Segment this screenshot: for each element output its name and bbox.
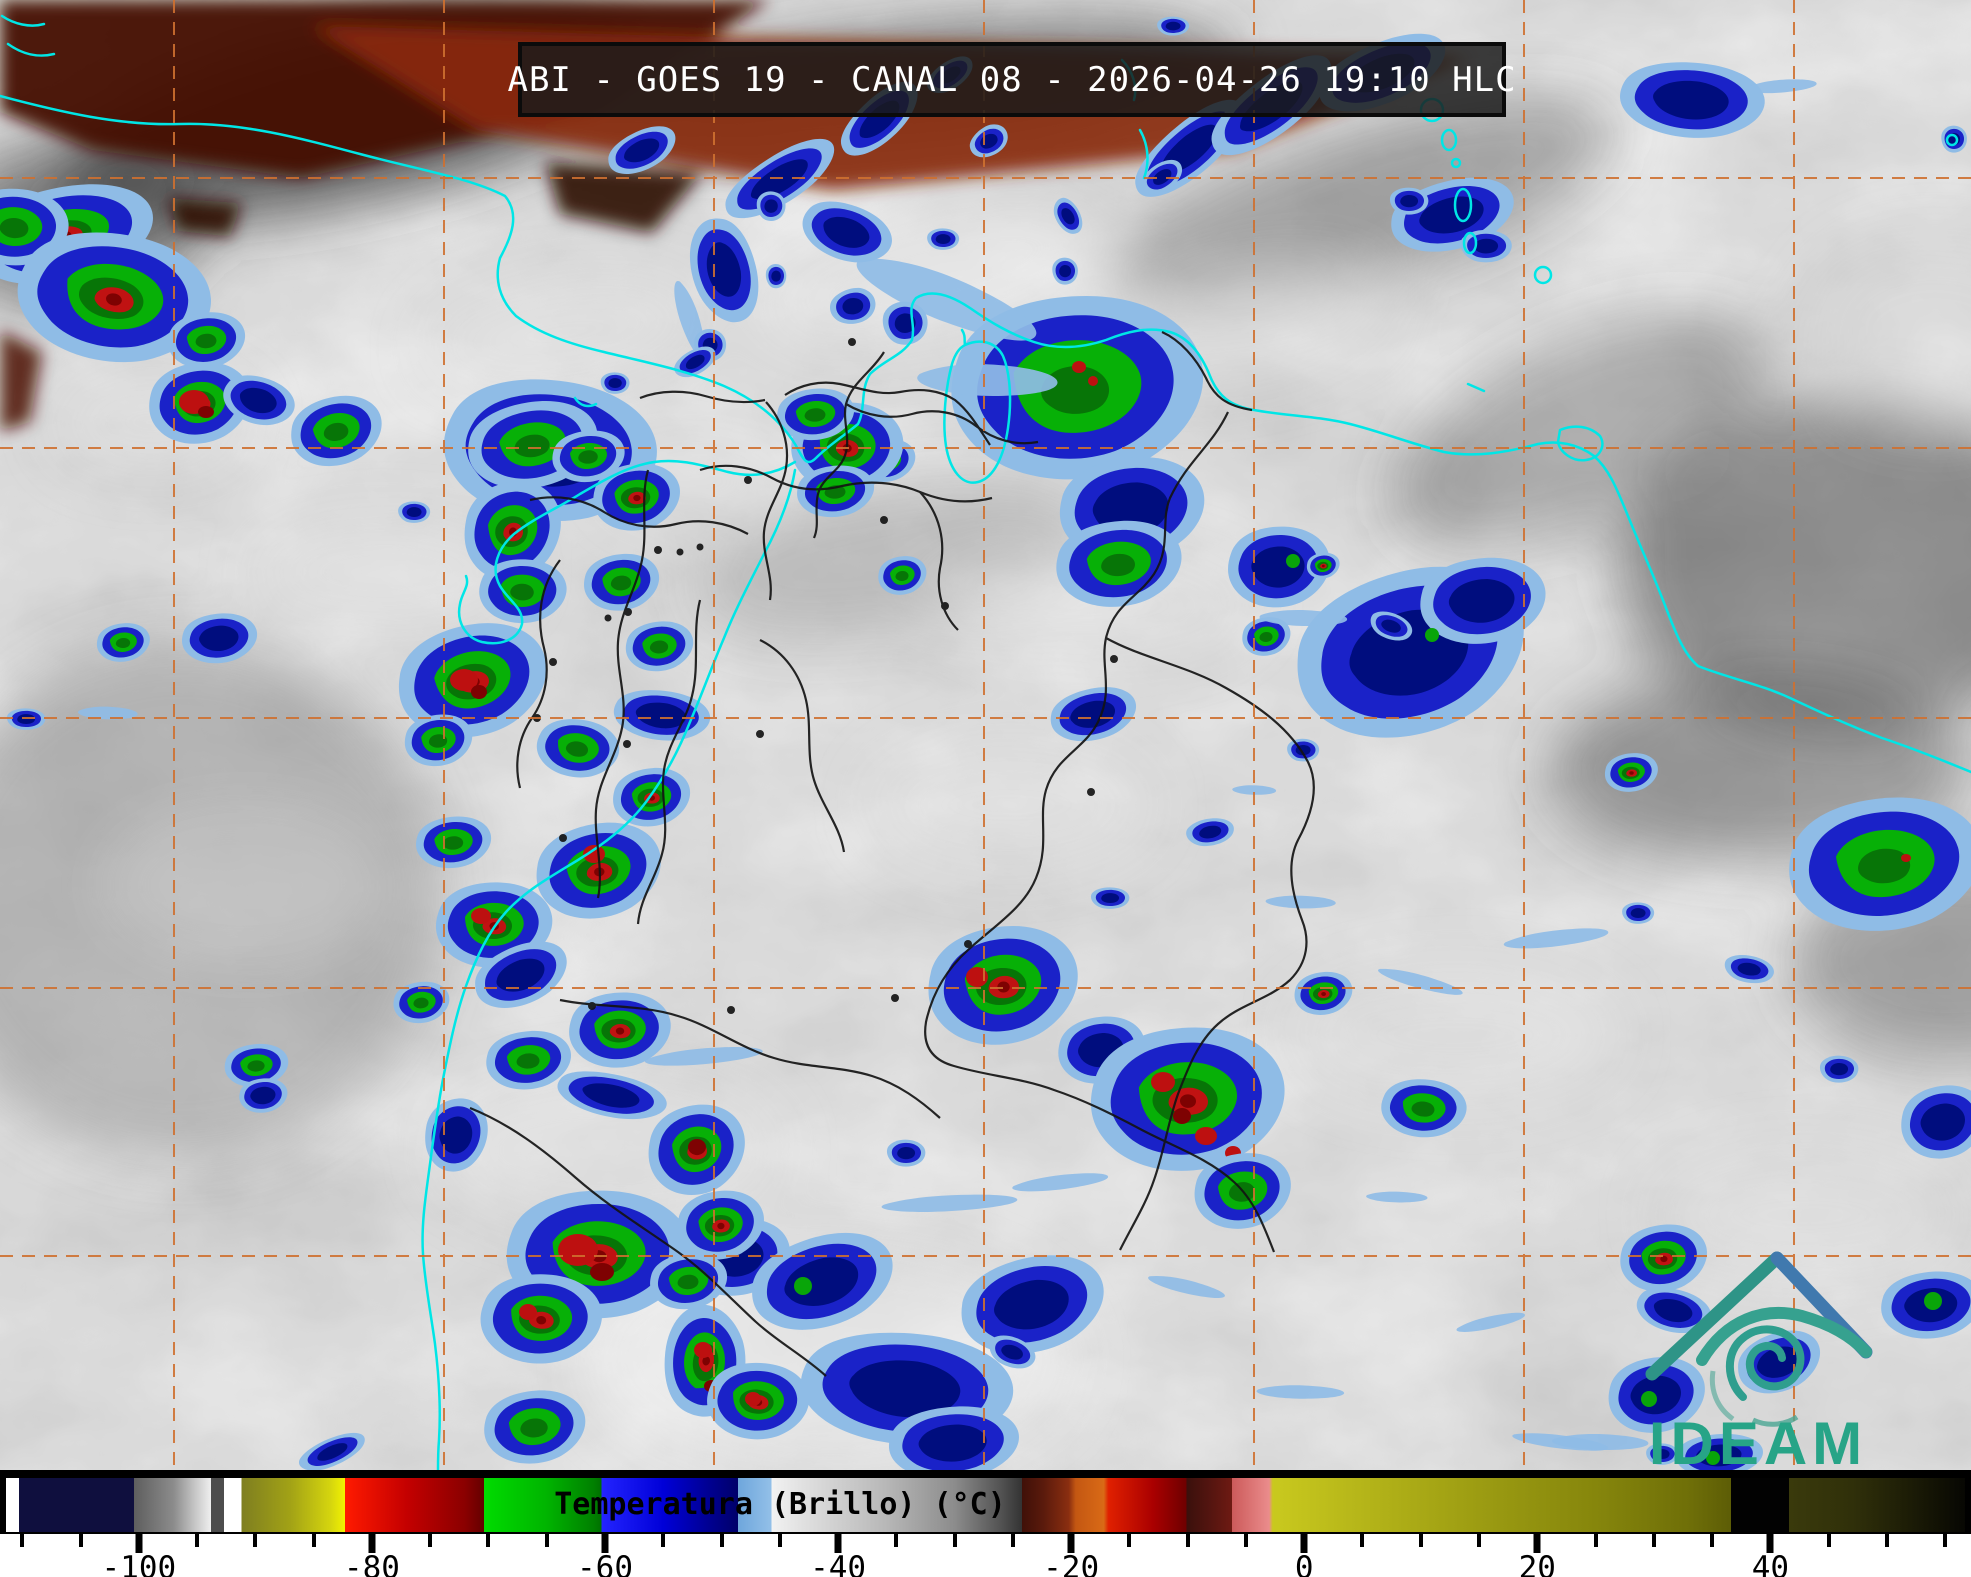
colorbar-tick-label: -100	[101, 1550, 177, 1577]
colorbar-minor-tick	[428, 1534, 433, 1547]
colorbar-major-tick	[135, 1534, 143, 1553]
colorbar-minor-tick	[1710, 1534, 1715, 1547]
colorbar-minor-tick	[719, 1534, 724, 1547]
colorbar-label: Temperatura (Brillo) (°C)	[554, 1487, 1006, 1522]
satellite-imagery: IDEAM	[0, 0, 1971, 1470]
latlon-grid	[0, 0, 1971, 1470]
product-title: ABI - GOES 19 - CANAL 08 - 2026-04-26 19…	[507, 59, 1517, 100]
colorbar-tick-label: -80	[343, 1550, 400, 1577]
colorbar-major-tick	[368, 1534, 376, 1553]
colorbar-major-tick	[1533, 1534, 1541, 1553]
colorbar-gradient	[6, 1478, 1965, 1532]
colorbar-minor-tick	[20, 1534, 25, 1547]
colorbar-tick-label: 20	[1518, 1550, 1556, 1577]
colorbar-minor-tick	[78, 1534, 83, 1547]
colorbar-minor-tick	[1651, 1534, 1656, 1547]
logo-spiral-arc-icon	[1709, 1370, 1735, 1422]
colorbar-minor-tick	[1360, 1534, 1365, 1547]
colorbar-minor-tick	[1593, 1534, 1598, 1547]
colorbar-minor-tick	[1943, 1534, 1948, 1547]
logo-eyelid-icon	[1696, 1307, 1872, 1366]
logo-spiral-icon	[1725, 1325, 1805, 1401]
satellite-map: IDEAM ABI - GOES 19 - CANAL 08 - 2026-04…	[0, 0, 1971, 1470]
colorbar-major-tick	[601, 1534, 609, 1553]
convective-cells	[0, 16, 1971, 1470]
colorbar-major-tick	[1300, 1534, 1308, 1553]
colorbar-minor-tick	[544, 1534, 549, 1547]
colorbar-minor-tick	[1243, 1534, 1248, 1547]
colorbar-tick-label: -60	[577, 1550, 633, 1577]
colorbar-minor-tick	[894, 1534, 899, 1547]
city-markers	[533, 338, 1118, 1014]
country-borders	[469, 330, 1315, 1377]
logo-spiral-arc2-icon	[1751, 1414, 1799, 1427]
colorbar-minor-tick	[311, 1534, 316, 1547]
colorbar-minor-tick	[777, 1534, 782, 1547]
colorbar-minor-tick	[1826, 1534, 1831, 1547]
title-bar: ABI - GOES 19 - CANAL 08 - 2026-04-26 19…	[507, 42, 1516, 117]
colorbar-tick-label: -40	[810, 1550, 867, 1577]
ideam-logo-text: IDEAM	[1649, 1410, 1867, 1470]
colorbar-major-tick	[1067, 1534, 1075, 1553]
colorbar-tick-label: -20	[1043, 1550, 1100, 1577]
colorbar-tick-label: 40	[1751, 1550, 1790, 1577]
colorbar-minor-tick	[253, 1534, 258, 1547]
colorbar-minor-tick	[1477, 1534, 1482, 1547]
colorbar: Temperatura (Brillo) (°C) -100 -80 -60 -40-…	[0, 1470, 1971, 1577]
colorbar-minor-tick	[1185, 1534, 1190, 1547]
colorbar-minor-tick	[486, 1534, 491, 1547]
colorbar-minor-tick	[1010, 1534, 1015, 1547]
ideam-logo: IDEAM	[1645, 1251, 1873, 1470]
colorbar-minor-tick	[1418, 1534, 1423, 1547]
colorbar-major-tick	[834, 1534, 842, 1553]
logo-mountain-left-icon	[1645, 1251, 1784, 1381]
colorbar-major-tick	[1766, 1534, 1774, 1553]
colorbar-minor-tick	[952, 1534, 957, 1547]
colorbar-minor-tick	[1127, 1534, 1132, 1547]
colorbar-ticks: -100 -80 -60 -40 -20 0 20 40	[6, 1534, 1965, 1577]
colorbar-tick-label: 0	[1294, 1550, 1314, 1577]
colorbar-minor-tick	[661, 1534, 666, 1547]
colorbar-minor-tick	[1884, 1534, 1889, 1547]
colorbar-minor-tick	[195, 1534, 200, 1547]
